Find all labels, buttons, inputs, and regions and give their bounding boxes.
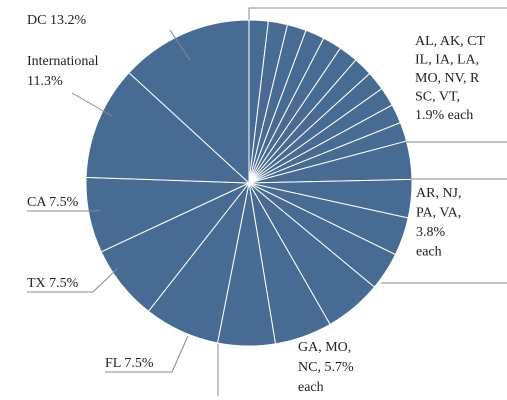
slice-label: each <box>298 380 324 395</box>
slice-label: NC, 5.7% <box>298 360 354 375</box>
slice-label: SC, VT, <box>415 90 460 105</box>
slice-label: GA, MO, <box>298 340 351 355</box>
slice-label: CA 7.5% <box>27 195 79 210</box>
slice-label: 11.3% <box>27 74 63 89</box>
slice-label: each <box>416 245 442 260</box>
slice-label: IL, IA, LA, <box>415 53 479 68</box>
pie-slice <box>128 19 250 185</box>
slice-label: AL, AK, CT <box>415 34 485 49</box>
pie-slice <box>85 72 251 184</box>
leader-line <box>169 29 191 61</box>
slice-label: FL 7.5% <box>105 356 154 371</box>
slice-label: 3.8% <box>416 225 446 240</box>
leader-line <box>27 267 119 293</box>
leader-line <box>105 335 189 373</box>
slice-label: International <box>27 54 99 69</box>
leader-line <box>248 7 507 20</box>
slice-label: 1.9% each <box>415 108 473 123</box>
slice-label: PA, VA, <box>416 206 461 221</box>
leader-line <box>27 209 101 212</box>
slice-label: TX 7.5% <box>27 276 79 291</box>
slice-label: MO, NV, R <box>415 71 480 86</box>
leader-line <box>71 92 113 117</box>
slice-label: AR, NJ, <box>416 186 462 201</box>
slice-label: DC 13.2% <box>27 13 86 28</box>
